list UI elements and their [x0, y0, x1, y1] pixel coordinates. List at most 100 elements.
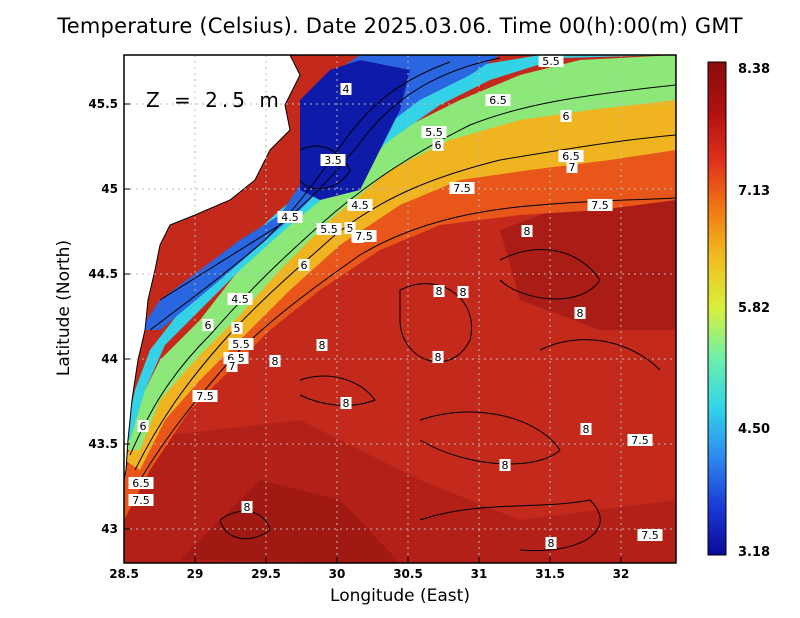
svg-text:6: 6 [140, 420, 147, 433]
contour-label: 8 [499, 459, 511, 472]
svg-text:3.5: 3.5 [324, 154, 342, 167]
contour-labels: 5.546.565.563.56.577.57.54.54.55.5567.58… [128, 55, 663, 550]
contour-label: 6 [202, 319, 214, 332]
contour-label: 8 [432, 351, 444, 364]
x-tick-label: 32 [613, 567, 630, 581]
svg-text:7: 7 [229, 360, 236, 373]
contour-label: 8 [457, 286, 469, 299]
svg-text:6.5: 6.5 [132, 477, 150, 490]
depth-label: Z = 2.5 m [146, 88, 283, 112]
contour-label: 4.5 [347, 199, 373, 212]
svg-text:6.5: 6.5 [489, 94, 507, 107]
y-tick-label: 45 [101, 182, 118, 196]
svg-text:4.5: 4.5 [351, 199, 369, 212]
svg-text:8: 8 [343, 397, 350, 410]
contour-label: 7.5 [128, 494, 154, 507]
svg-text:6: 6 [301, 259, 308, 272]
svg-text:5.5: 5.5 [542, 55, 560, 68]
graticule [124, 55, 676, 563]
svg-text:7.5: 7.5 [641, 529, 659, 542]
x-axis-ticks: 28.5 29 29.5 30 30.5 31 31.5 32 [109, 557, 629, 581]
svg-text:4.5: 4.5 [281, 211, 299, 224]
colorbar-tick-label: 5.82 [738, 301, 770, 316]
green-band [124, 55, 676, 450]
svg-text:7.5: 7.5 [132, 494, 150, 507]
contour-label: 6.5 [485, 94, 511, 107]
blue-region [140, 55, 500, 330]
contour-label: 5 [231, 322, 243, 335]
x-tick-label: 31 [471, 567, 488, 581]
svg-text:6: 6 [205, 319, 212, 332]
contour-label: 8 [316, 339, 328, 352]
x-tick-label: 28.5 [109, 567, 139, 581]
y-tick-label: 43.5 [88, 437, 118, 451]
svg-text:8: 8 [244, 501, 251, 514]
contour-label: 7.5 [627, 434, 653, 447]
yellow-band [124, 100, 676, 470]
y-tick-label: 45.5 [88, 97, 118, 111]
contour-label: 4.5 [277, 211, 303, 224]
svg-text:5.5: 5.5 [425, 126, 443, 139]
contour-label: 6.5 [558, 150, 584, 163]
x-tick-label: 29 [187, 567, 204, 581]
y-tick-label: 44.5 [88, 267, 118, 281]
contour-label: 5.5 [316, 223, 342, 236]
contour-label: 8 [521, 225, 533, 238]
svg-text:6: 6 [435, 139, 442, 152]
x-axis-label: Longitude (East) [330, 586, 470, 606]
contour-label: 5.5 [538, 55, 564, 68]
contour-label: 5 [344, 222, 356, 235]
contour-label: 7.5 [351, 230, 377, 243]
colorbar-tick-label: 8.38 [738, 62, 770, 77]
contour-label: 6 [137, 420, 149, 433]
y-tick-label: 44 [101, 352, 118, 366]
contour-label: 3.5 [320, 154, 346, 167]
contour-label: 7 [566, 161, 578, 174]
x-tick-label: 29.5 [251, 567, 281, 581]
colorbar-tick-label: 7.13 [738, 184, 770, 199]
svg-text:4: 4 [343, 83, 350, 96]
contour-label: 8 [574, 307, 586, 320]
svg-text:7.5: 7.5 [355, 230, 373, 243]
svg-text:8: 8 [548, 537, 555, 550]
svg-text:8: 8 [502, 459, 509, 472]
contour-label: 8 [340, 397, 352, 410]
contour-label: 8 [545, 537, 557, 550]
y-axis-label: Latitude (North) [54, 239, 74, 377]
temperature-field [124, 55, 676, 563]
land-coast [124, 55, 301, 481]
contour-label: 8 [241, 501, 253, 514]
svg-text:8: 8 [460, 286, 467, 299]
contour-label: 8 [269, 355, 281, 368]
svg-text:7.5: 7.5 [453, 182, 471, 195]
svg-text:7.5: 7.5 [591, 199, 609, 212]
contour-label: 5.5 [228, 338, 254, 351]
y-tick-label: 43 [101, 522, 118, 536]
svg-text:5.5: 5.5 [320, 223, 338, 236]
map-title: Temperature (Celsius). Date 2025.03.06. … [57, 14, 743, 38]
svg-text:6: 6 [563, 110, 570, 123]
cyan-band [124, 55, 676, 440]
x-tick-label: 30 [329, 567, 346, 581]
contour-label: 6 [298, 259, 310, 272]
svg-text:5: 5 [234, 322, 241, 335]
svg-text:8: 8 [583, 423, 590, 436]
svg-text:8: 8 [436, 285, 443, 298]
contour-label: 8 [580, 423, 592, 436]
colorbar [707, 61, 727, 556]
contour-label: 4 [340, 83, 352, 96]
contour-label: 6 [560, 110, 572, 123]
contour-label: 7.5 [449, 182, 475, 195]
svg-text:8: 8 [577, 307, 584, 320]
x-tick-label: 30.5 [393, 567, 423, 581]
contour-label: 5.5 [421, 126, 447, 139]
contour-label: 8 [433, 285, 445, 298]
contour-label: 7 [226, 360, 238, 373]
colorbar-tick-label: 3.18 [738, 545, 770, 560]
contour-label: 6 [432, 139, 444, 152]
contour-label: 7.5 [637, 529, 663, 542]
svg-text:7.5: 7.5 [196, 390, 214, 403]
svg-text:4.5: 4.5 [231, 293, 249, 306]
contour-label: 4.5 [227, 293, 253, 306]
